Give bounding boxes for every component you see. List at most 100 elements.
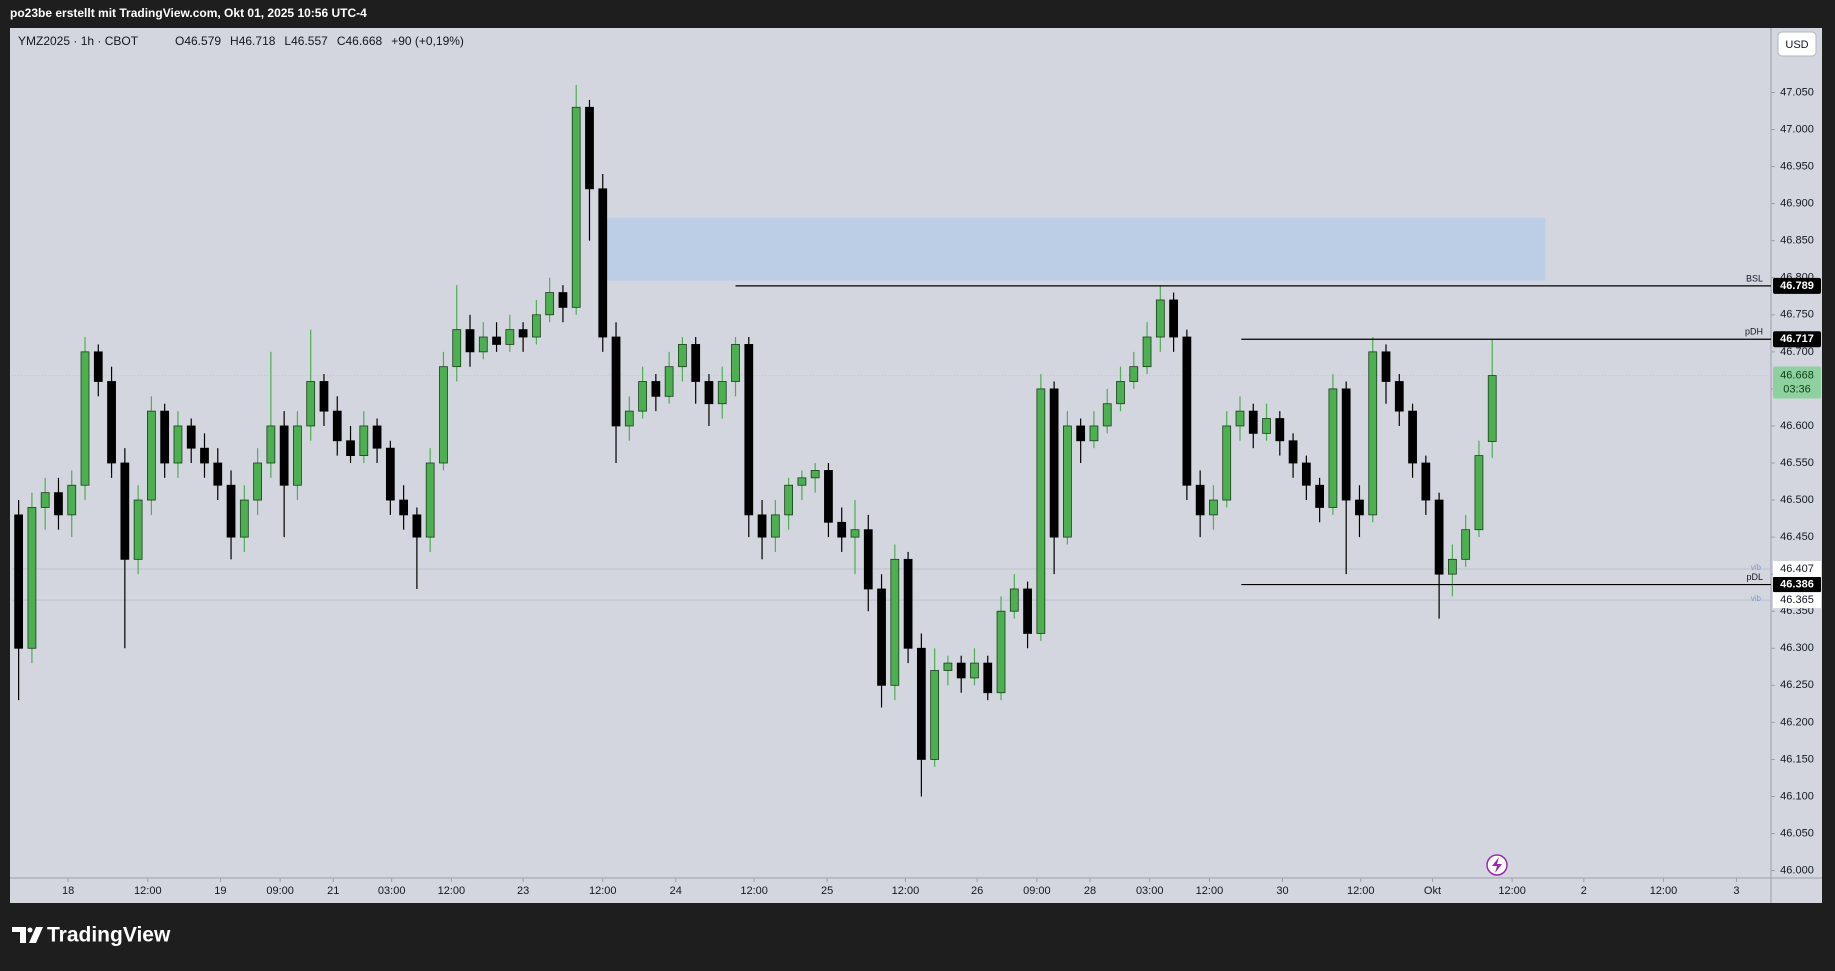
candle-body [279, 425, 289, 486]
candle-body [1182, 336, 1192, 486]
candle-body [492, 336, 501, 345]
level-name: pDH [1745, 327, 1763, 337]
candle-body [1129, 366, 1139, 382]
vib-price-label: 46.365 [1780, 594, 1814, 606]
vib-price-box [1773, 560, 1821, 577]
candle-body [1434, 499, 1444, 575]
candle-body [465, 329, 475, 353]
candle-body [531, 314, 541, 338]
x-tick-label: 12:00 [1196, 885, 1224, 897]
candle-body [1408, 410, 1417, 464]
symbol-title: YMZ2025 · 1h · CBOT [18, 34, 139, 48]
candle-body [810, 470, 820, 479]
last-price-box [1773, 366, 1821, 399]
candle-body [956, 662, 966, 679]
y-tick-label: 46.900 [1780, 198, 1814, 210]
candle-body [996, 610, 1006, 694]
candle-body [359, 425, 369, 456]
candle-body [160, 410, 170, 464]
tv-logo-mark [12, 927, 43, 943]
y-tick-label: 46.850 [1780, 235, 1814, 247]
vib-name: vib [1751, 594, 1762, 603]
candle-body [691, 344, 701, 382]
candle-body [120, 462, 130, 560]
candle-body [1421, 462, 1431, 501]
x-tick-label: Okt [1424, 885, 1441, 897]
candle-body [970, 662, 979, 679]
candle-body [306, 381, 316, 427]
candle-body [452, 329, 462, 368]
y-tick-label: 46.600 [1780, 420, 1814, 432]
x-tick-label: 12:00 [740, 885, 768, 897]
level-price-label: 46.789 [1780, 280, 1814, 292]
candle-body [518, 329, 528, 338]
chart-panel [10, 28, 1822, 903]
candle-body [478, 336, 488, 353]
candle-body [916, 647, 926, 760]
currency-label[interactable]: USD [1785, 39, 1808, 51]
candle-body [133, 499, 143, 560]
candle-body [1169, 299, 1178, 338]
candle-body [226, 484, 236, 538]
legend-value: H46.718 [230, 34, 276, 48]
x-tick-label: 3 [1733, 885, 1739, 897]
candle-body [943, 662, 953, 671]
candle-body [319, 381, 329, 412]
candle-body [372, 425, 382, 449]
currency-button[interactable] [1777, 31, 1817, 57]
candle-body [1487, 375, 1497, 442]
candle-body [797, 477, 807, 486]
candle-body [332, 410, 342, 442]
candle-body [1262, 418, 1271, 434]
x-tick-label: 12:00 [1650, 885, 1678, 897]
y-tick-label: 46.350 [1780, 605, 1814, 617]
candle-body [545, 292, 555, 316]
y-tick-label: 46.150 [1780, 753, 1814, 765]
y-tick-label: 46.050 [1780, 827, 1814, 839]
candle-body [1315, 484, 1325, 508]
candle-body [425, 462, 435, 538]
zone [600, 217, 1546, 281]
candle-body [1381, 351, 1391, 382]
legend-value: L46.557 [284, 34, 328, 48]
last-price-label: 46.668 [1780, 369, 1814, 381]
candle-body [93, 351, 103, 382]
y-tick-label: 46.550 [1780, 457, 1814, 469]
candle-body [54, 492, 63, 516]
legend-value: +90 (+0,19%) [391, 34, 464, 48]
candle-body [744, 344, 754, 516]
y-tick-label: 46.700 [1780, 346, 1814, 358]
x-tick-label: 12:00 [438, 885, 466, 897]
candle-body [770, 514, 780, 538]
tv-logo [12, 927, 43, 943]
level-price-box [1773, 576, 1821, 593]
candle-body [585, 106, 594, 190]
x-tick-label: 2 [1581, 885, 1587, 897]
level-name: BSL [1746, 273, 1763, 283]
candle-body [253, 462, 262, 501]
y-tick-label: 46.500 [1780, 494, 1814, 506]
candle-body [1328, 388, 1338, 508]
candle-body [80, 351, 90, 486]
candle-body [399, 499, 409, 516]
candle-body [850, 529, 860, 538]
candle-body [624, 410, 634, 427]
candle-body [1474, 455, 1484, 531]
candle-body [903, 558, 913, 649]
y-tick-label: 46.200 [1780, 716, 1814, 728]
candle-body [731, 344, 740, 382]
candle-body [1288, 440, 1298, 464]
candle-body [266, 425, 276, 464]
candle-body [651, 381, 661, 397]
x-tick-label: 09:00 [1023, 885, 1051, 897]
candle-body [147, 410, 156, 501]
candle-body [1448, 558, 1457, 575]
candle-body [784, 484, 793, 516]
candle-body [439, 366, 448, 464]
y-tick-label: 46.250 [1780, 679, 1814, 691]
candle-body [213, 462, 223, 486]
x-tick-label: 03:00 [378, 885, 406, 897]
candle-body [1195, 484, 1205, 516]
